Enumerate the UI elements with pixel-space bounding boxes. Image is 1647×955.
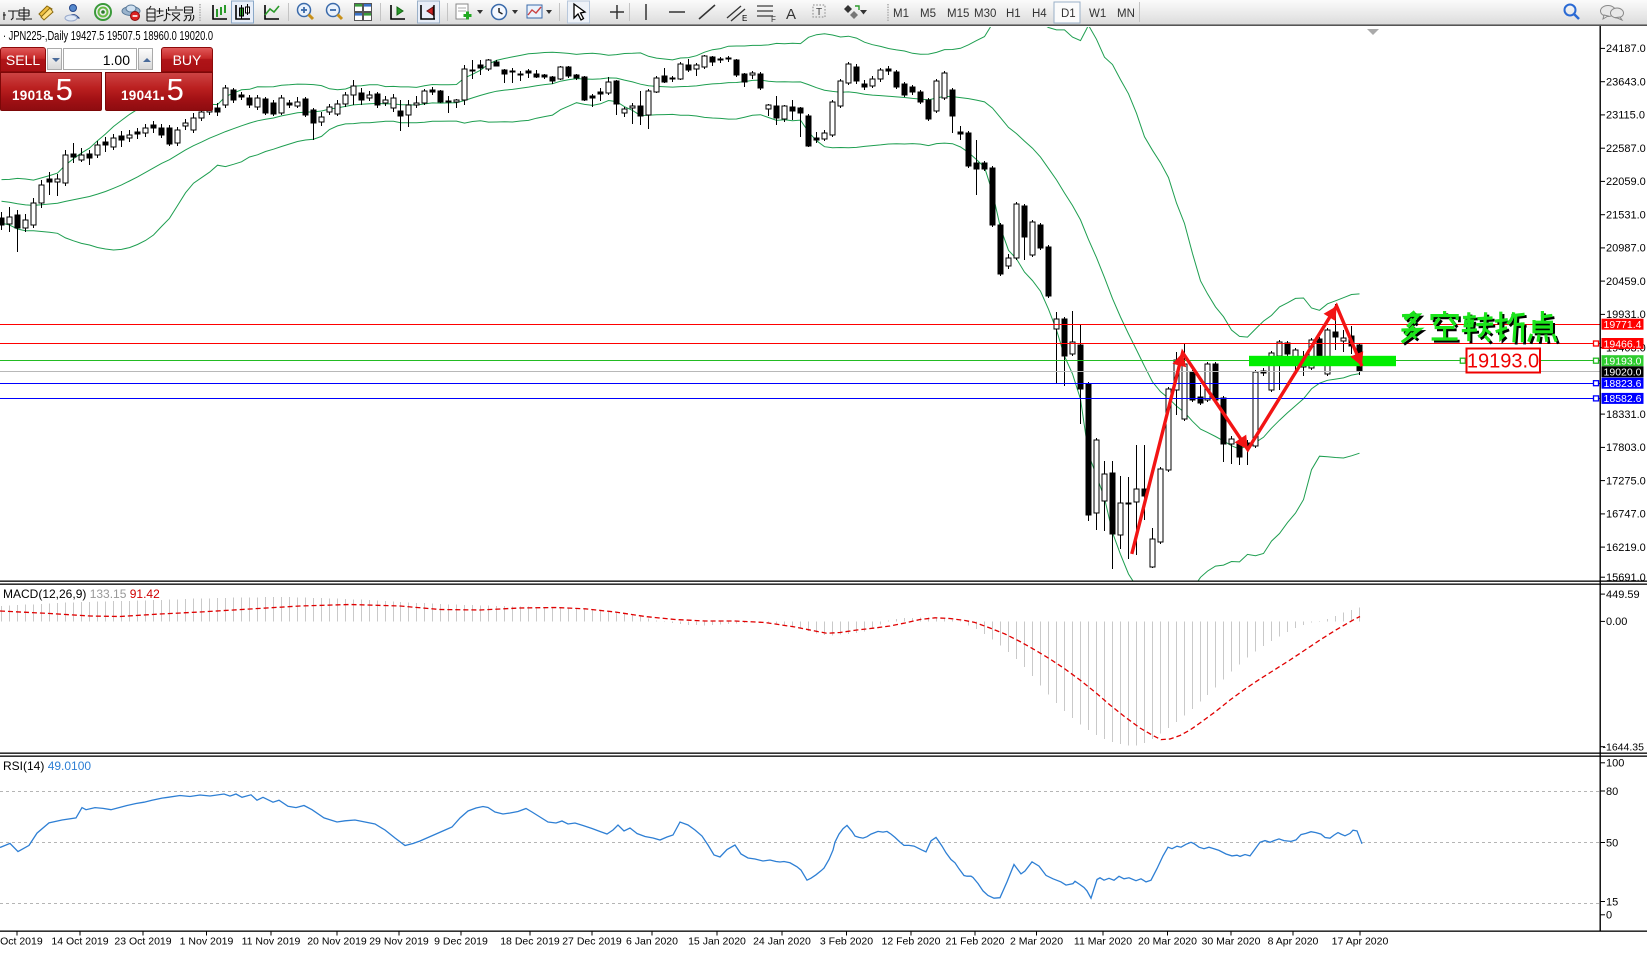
svg-text:100: 100	[1606, 758, 1624, 770]
svg-text:23 Oct 2019: 23 Oct 2019	[114, 936, 171, 948]
svg-text:16219.0: 16219.0	[1606, 542, 1646, 554]
svg-text:15 Jan 2020: 15 Jan 2020	[688, 936, 746, 948]
svg-text:T: T	[816, 7, 822, 18]
svg-text:9 Dec 2019: 9 Dec 2019	[434, 936, 488, 948]
svg-text:14 Oct 2019: 14 Oct 2019	[51, 936, 108, 948]
svg-text:A: A	[786, 6, 796, 23]
svg-text:24 Jan 2020: 24 Jan 2020	[753, 936, 811, 948]
svg-text:23115.0: 23115.0	[1606, 110, 1645, 122]
svg-text:· JPN225-,Daily 19427.5 19507: · JPN225-,Daily 19427.5 19507.5 18960.0 …	[3, 29, 213, 43]
svg-text:19931.0: 19931.0	[1606, 309, 1646, 321]
svg-text:M15: M15	[947, 8, 969, 20]
svg-text:19193.0: 19193.0	[1604, 356, 1642, 368]
svg-text:E: E	[742, 14, 747, 23]
svg-text:11 Mar 2020: 11 Mar 2020	[1074, 936, 1132, 948]
svg-text:M1: M1	[893, 8, 909, 20]
svg-text:18823.6: 18823.6	[1604, 378, 1642, 390]
svg-text:17803.0: 17803.0	[1606, 442, 1646, 454]
svg-text:0.00: 0.00	[1606, 616, 1627, 628]
svg-text:27 Dec 2019: 27 Dec 2019	[562, 936, 622, 948]
svg-text:W1: W1	[1089, 8, 1106, 20]
svg-text:11 Nov 2019: 11 Nov 2019	[242, 936, 301, 948]
svg-text:M30: M30	[974, 8, 996, 20]
svg-text:17275.0: 17275.0	[1606, 475, 1646, 487]
svg-text:19193.0: 19193.0	[1467, 351, 1539, 373]
svg-text:23643.0: 23643.0	[1606, 77, 1646, 89]
svg-text:19771.4: 19771.4	[1604, 319, 1642, 331]
svg-text:19466.1: 19466.1	[1604, 338, 1642, 350]
svg-text:M5: M5	[920, 8, 936, 20]
svg-text:-1644.35: -1644.35	[1603, 742, 1645, 754]
svg-text:50: 50	[1606, 837, 1618, 849]
svg-text:2 Mar 2020: 2 Mar 2020	[1010, 936, 1063, 948]
svg-text:20459.0: 20459.0	[1606, 276, 1646, 288]
svg-text:30 Mar 2020: 30 Mar 2020	[1202, 936, 1261, 948]
svg-text:18582.6: 18582.6	[1604, 393, 1642, 405]
svg-text:0: 0	[1606, 910, 1612, 922]
svg-text:20 Mar 2020: 20 Mar 2020	[1138, 936, 1197, 948]
svg-text:80: 80	[1606, 786, 1618, 798]
svg-text:MACD(12,26,9) 133.15 91.42: MACD(12,26,9) 133.15 91.42	[3, 587, 160, 601]
svg-text:1 Nov 2019: 1 Nov 2019	[180, 936, 234, 948]
svg-text:RSI(14) 49.0100: RSI(14) 49.0100	[3, 759, 91, 773]
svg-text:20 Nov 2019: 20 Nov 2019	[307, 936, 367, 948]
svg-text:6 Jan 2020: 6 Jan 2020	[626, 936, 678, 948]
svg-text:18331.0: 18331.0	[1606, 409, 1646, 421]
svg-text:5 Oct 2019: 5 Oct 2019	[0, 936, 43, 948]
svg-text:21 Feb 2020: 21 Feb 2020	[946, 936, 1005, 948]
svg-text:19020.0: 19020.0	[1604, 367, 1642, 379]
svg-text:29 Nov 2019: 29 Nov 2019	[369, 936, 429, 948]
svg-text:16747.0: 16747.0	[1606, 509, 1646, 521]
svg-text:H1: H1	[1006, 8, 1021, 20]
svg-text:F: F	[771, 15, 776, 24]
svg-text:3 Feb 2020: 3 Feb 2020	[820, 936, 873, 948]
svg-text:15691.0: 15691.0	[1606, 572, 1646, 584]
svg-text:18 Dec 2019: 18 Dec 2019	[500, 936, 560, 948]
svg-text:MN: MN	[1117, 8, 1135, 20]
svg-text:H4: H4	[1032, 8, 1047, 20]
svg-text:D1: D1	[1061, 8, 1076, 20]
svg-text:449.59: 449.59	[1606, 589, 1640, 601]
svg-text:15: 15	[1606, 896, 1618, 908]
svg-text:20987.0: 20987.0	[1606, 243, 1646, 255]
svg-text:17 Apr 2020: 17 Apr 2020	[1332, 936, 1389, 948]
svg-text:24187.0: 24187.0	[1606, 43, 1646, 55]
svg-text:22059.0: 22059.0	[1606, 176, 1646, 188]
svg-text:8 Apr 2020: 8 Apr 2020	[1268, 936, 1319, 948]
svg-text:22587.0: 22587.0	[1606, 143, 1646, 155]
svg-text:21531.0: 21531.0	[1606, 210, 1646, 222]
svg-text:12 Feb 2020: 12 Feb 2020	[882, 936, 941, 948]
